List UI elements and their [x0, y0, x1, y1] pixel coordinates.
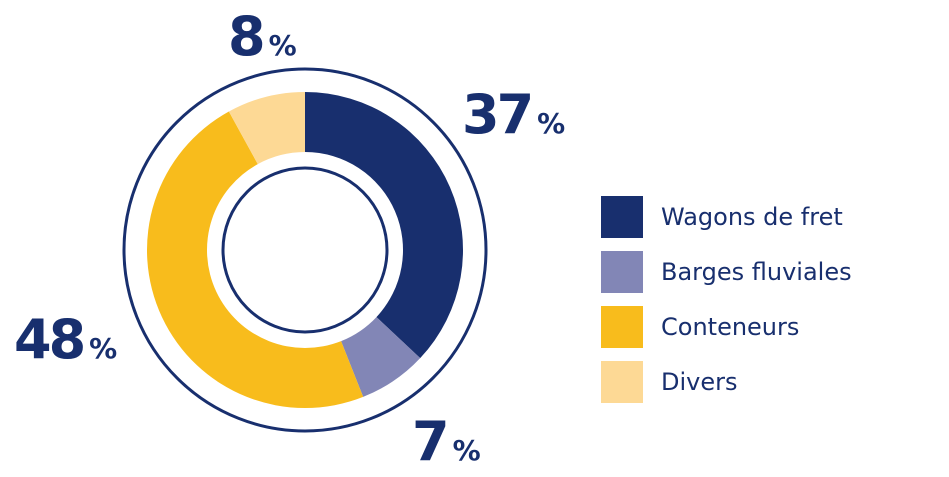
- slice-wagons: [305, 92, 463, 359]
- data-label-divers-unit: %: [268, 29, 297, 62]
- legend-item-barges: Barges fluviales: [601, 251, 852, 293]
- legend-item-wagons: Wagons de fret: [601, 196, 852, 238]
- legend-swatch-barges: [601, 251, 643, 293]
- data-label-wagons-unit: %: [537, 107, 566, 140]
- data-label-wagons-value: 37: [462, 83, 534, 146]
- data-label-wagons: 37%: [462, 88, 565, 142]
- data-label-divers-value: 8: [228, 5, 266, 68]
- data-label-divers: 8%: [228, 10, 297, 64]
- legend-swatch-wagons: [601, 196, 643, 238]
- legend: Wagons de fret Barges fluviales Conteneu…: [601, 196, 852, 416]
- slice-barges: [341, 317, 421, 397]
- data-label-barges: 7%: [412, 415, 481, 469]
- slice-divers: [228, 92, 305, 165]
- donut-slices: [146, 92, 463, 409]
- data-label-barges-value: 7: [412, 410, 450, 473]
- legend-label-wagons: Wagons de fret: [661, 203, 843, 231]
- legend-item-conteneurs: Conteneurs: [601, 306, 852, 348]
- inner-ring: [221, 166, 389, 334]
- data-label-conteneurs-unit: %: [89, 332, 118, 365]
- legend-swatch-divers: [601, 361, 643, 403]
- legend-label-divers: Divers: [661, 368, 738, 396]
- data-label-conteneurs-value: 48: [14, 308, 86, 371]
- legend-item-divers: Divers: [601, 361, 852, 403]
- data-label-barges-unit: %: [452, 434, 481, 467]
- legend-label-barges: Barges fluviales: [661, 258, 852, 286]
- outer-ring: [122, 67, 488, 433]
- data-label-conteneurs: 48%: [14, 313, 117, 367]
- legend-label-conteneurs: Conteneurs: [661, 313, 800, 341]
- legend-swatch-conteneurs: [601, 306, 643, 348]
- slice-conteneurs: [146, 111, 364, 409]
